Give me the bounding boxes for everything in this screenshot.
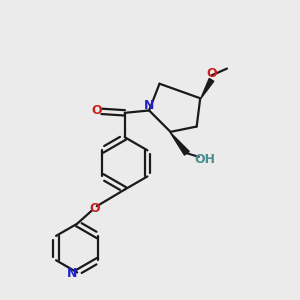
Text: N: N: [144, 99, 154, 112]
Text: N: N: [67, 266, 77, 280]
Text: O: O: [91, 104, 101, 117]
Polygon shape: [201, 79, 214, 99]
Text: O: O: [206, 67, 217, 80]
Polygon shape: [170, 132, 189, 155]
Text: OH: OH: [195, 153, 216, 166]
Text: O: O: [89, 202, 100, 215]
